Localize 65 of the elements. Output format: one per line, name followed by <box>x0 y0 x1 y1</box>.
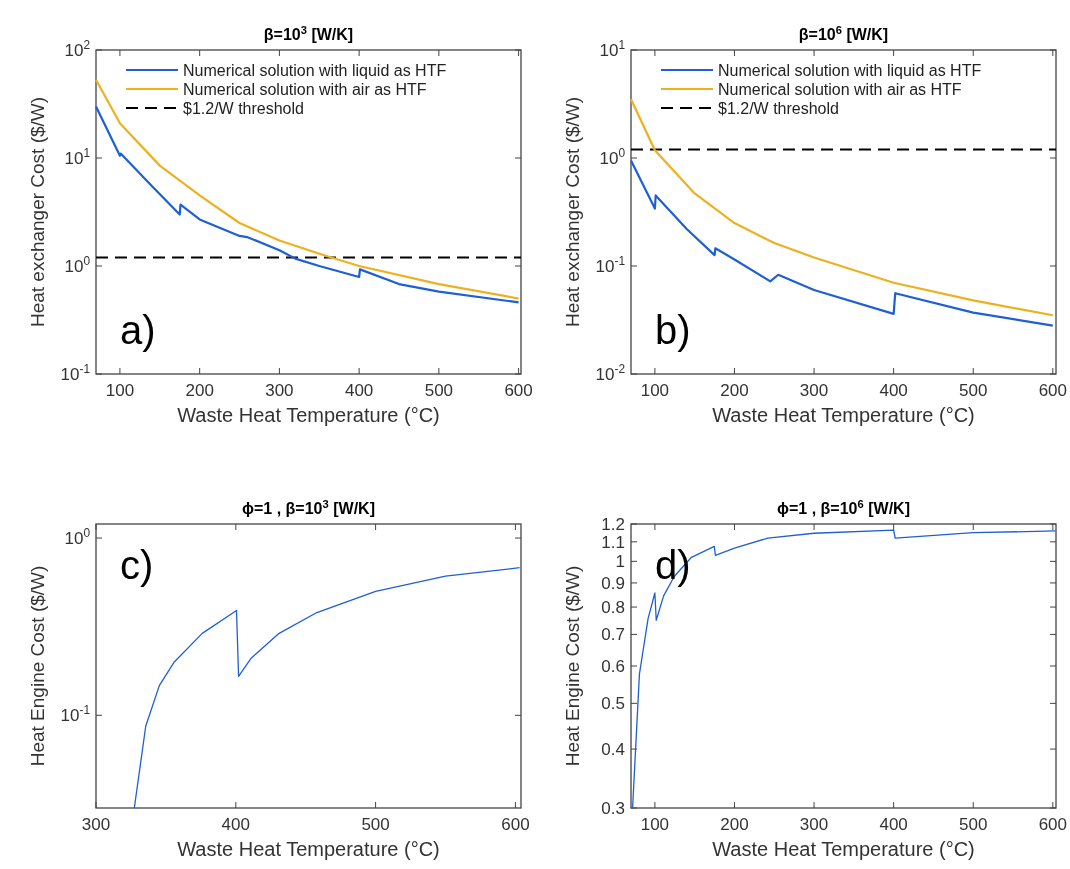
x-tick-label: 100 <box>105 381 135 400</box>
y-tick-label: 1.2 <box>601 515 625 534</box>
x-tick-label: 600 <box>1038 381 1067 400</box>
x-tick-label: 300 <box>265 381 294 400</box>
y-tick-label: 10$^{-1}$ <box>60 703 91 726</box>
chart-title: ϕ=1 , β=10$^{3}$ [W/K] <box>242 498 375 517</box>
x-tick-label: 300 <box>799 381 829 400</box>
annotation: b) <box>655 308 691 352</box>
y-tick-label: 0.6 <box>601 657 625 676</box>
legend-label: Numerical solution with liquid as HTF <box>718 62 982 79</box>
line-series <box>631 529 1056 809</box>
chart-title: β=10$^{6}$ [W/K] <box>798 24 889 43</box>
y-tick-label: 0.5 <box>601 694 625 714</box>
y-axis-title: Heat exchanger Cost ($/W) <box>27 96 48 328</box>
x-tick-label: 200 <box>720 381 749 400</box>
x-tick-label: 600 <box>1038 815 1067 834</box>
y-tick-label: 10$^{-2}$ <box>595 362 626 384</box>
x-tick-label: 400 <box>221 815 250 834</box>
x-tick-label: 500 <box>959 381 988 400</box>
x-axis-title: Waste Heat Temperature (°C) <box>712 838 975 860</box>
x-axis-title: Waste Heat Temperature (°C) <box>177 838 440 860</box>
y-tick-label: 10$^{0}$ <box>64 526 91 549</box>
chart-title: β=10$^{3}$ [W/K] <box>263 24 354 43</box>
x-axis-title: Waste Heat Temperature (°C) <box>712 404 975 426</box>
x-tick-label: 300 <box>81 815 111 834</box>
y-tick-label: 10$^{1}$ <box>599 38 626 60</box>
x-tick-label: 200 <box>720 815 749 834</box>
y-axis-title: Heat Engine Cost ($/W) <box>562 565 583 767</box>
y-tick-label: 10$^{0}$ <box>64 254 91 276</box>
legend-label: Numerical solution with air as HTF <box>183 81 427 98</box>
x-tick-label: 300 <box>799 815 829 834</box>
legend-label: Numerical solution with liquid as HTF <box>183 62 447 79</box>
legend-label: $1.2/W threshold <box>183 100 304 117</box>
y-axis-title: Heat Engine Cost ($/W) <box>27 565 48 767</box>
x-tick-label: 100 <box>640 381 670 400</box>
y-tick-label: 10$^{-1}$ <box>595 254 626 276</box>
y-tick-label: 0.9 <box>601 573 625 593</box>
y-tick-label: 1 <box>615 552 625 572</box>
x-tick-label: 500 <box>361 815 390 834</box>
annotation: a) <box>120 308 156 352</box>
x-tick-label: 400 <box>879 815 908 834</box>
annotation: c) <box>120 543 154 587</box>
y-tick-label: 0.8 <box>601 598 625 618</box>
y-tick-label: 0.3 <box>601 799 625 818</box>
y-tick-label: 0.7 <box>601 625 625 645</box>
x-tick-label: 100 <box>640 815 670 834</box>
y-tick-label: 10$^{-1}$ <box>60 362 91 384</box>
y-tick-label: 1.1 <box>601 532 625 552</box>
annotation: d) <box>655 543 691 587</box>
y-tick-label: 0.4 <box>601 740 625 760</box>
y-tick-label: 10$^{0}$ <box>599 146 626 168</box>
x-tick-label: 500 <box>424 381 454 400</box>
x-tick-label: 500 <box>959 815 988 834</box>
x-tick-label: 600 <box>504 381 533 400</box>
x-tick-label: 200 <box>185 381 214 400</box>
y-axis-title: Heat exchanger Cost ($/W) <box>562 96 583 328</box>
y-tick-label: 10$^{1}$ <box>64 146 91 168</box>
legend-label: $1.2/W threshold <box>718 100 839 117</box>
legend-label: Numerical solution with air as HTF <box>718 81 962 98</box>
x-axis-title: Waste Heat Temperature (°C) <box>177 404 440 426</box>
y-tick-label: 10$^{2}$ <box>64 38 91 60</box>
x-tick-label: 400 <box>879 381 908 400</box>
x-tick-label: 400 <box>344 381 374 400</box>
x-tick-label: 600 <box>501 815 530 834</box>
chart-title: ϕ=1 , β=10$^{6}$ [W/K] <box>777 498 910 517</box>
